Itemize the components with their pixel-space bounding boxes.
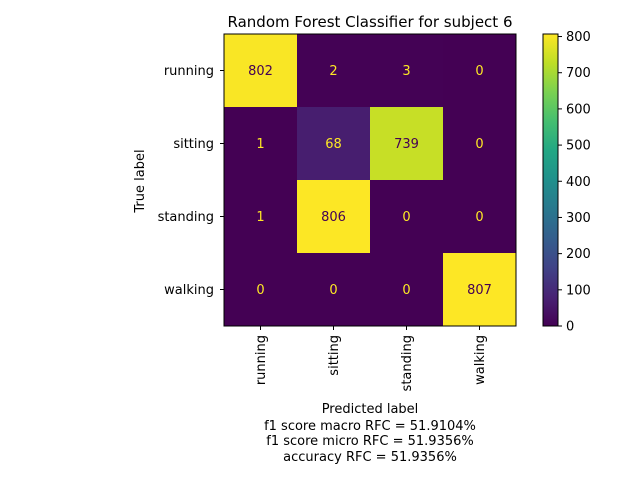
x-tick-label: walking: [473, 335, 488, 385]
heatmap-cell: [224, 180, 298, 254]
heatmap-cell: [443, 107, 517, 181]
heatmap-cell: [370, 180, 444, 254]
heatmap-cell-value: 0: [475, 64, 483, 79]
heatmap-cell-labels: 802 2 3 0 1 68 739 0 1 806 0 0 0 0 0 807: [248, 64, 492, 298]
heatmap-cell-value: 3: [402, 64, 410, 79]
footer-f1-micro: f1 score micro RFC = 51.9356%: [266, 434, 473, 449]
footer-accuracy: accuracy RFC = 51.9356%: [283, 450, 457, 465]
heatmap-cell: [297, 34, 371, 108]
y-tick-label: sitting: [173, 137, 214, 152]
heatmap-cell-value: 1: [256, 137, 264, 152]
heatmap-cell-value: 739: [394, 137, 419, 152]
heatmap-cell-value: 0: [402, 210, 410, 225]
x-tick-label: sitting: [327, 335, 342, 376]
heatmap-cell-value: 1: [256, 210, 264, 225]
heatmap-cell: [443, 180, 517, 254]
heatmap-cell-value: 2: [329, 64, 337, 79]
heatmap-cell: [297, 107, 371, 181]
heatmap-cell: [224, 34, 298, 108]
colorbar: [542, 33, 559, 327]
heatmap-cells: [224, 34, 517, 327]
heatmap-cell-value: 0: [329, 283, 337, 298]
colorbar-tick-label: 200: [566, 247, 591, 262]
colorbar-tick-label: 500: [566, 139, 591, 154]
footer-f1-macro: f1 score macro RFC = 51.9104%: [264, 419, 476, 434]
y-tick-label: walking: [164, 283, 214, 298]
chart-title: Random Forest Classifier for subject 6: [228, 13, 513, 31]
x-tick-label: standing: [400, 335, 415, 391]
heatmap-cell: [370, 253, 444, 327]
x-axis-ticks: running sitting standing walking: [254, 326, 488, 391]
heatmap-cell: [224, 253, 298, 327]
heatmap-cell-value: 806: [321, 210, 346, 225]
colorbar-tick-label: 800: [566, 30, 591, 45]
heatmap-cell-value: 0: [256, 283, 264, 298]
heatmap-cell: [370, 107, 444, 181]
colorbar-ticks: 0 100 200 300 400 500 600 700 800: [558, 30, 591, 335]
x-axis-label: Predicted label: [322, 402, 419, 417]
heatmap-cell-value: 802: [248, 64, 273, 79]
heatmap-cell: [297, 253, 371, 327]
colorbar-tick-label: 100: [566, 283, 591, 298]
y-tick-label: running: [164, 64, 214, 79]
y-axis-ticks: running sitting standing walking: [158, 64, 224, 298]
heatmap-cell-value: 807: [467, 283, 492, 298]
heatmap-cell-value: 0: [475, 210, 483, 225]
plot-frame: [223, 33, 517, 327]
heatmap-cell: [370, 34, 444, 108]
x-tick-label: running: [254, 335, 269, 385]
colorbar-tick-label: 300: [566, 211, 591, 226]
heatmap-cell: [443, 34, 517, 108]
y-axis-label: True label: [133, 149, 148, 213]
y-tick-label: standing: [158, 210, 214, 225]
heatmap-cell: [224, 107, 298, 181]
heatmap-cell: [443, 253, 517, 327]
heatmap-cell-value: 0: [402, 283, 410, 298]
colorbar-tick-label: 0: [566, 320, 574, 335]
colorbar-tick-label: 600: [566, 102, 591, 117]
colorbar-tick-label: 400: [566, 175, 591, 190]
heatmap-cell: [297, 180, 371, 254]
heatmap-cell-value: 68: [325, 137, 342, 152]
colorbar-tick-label: 700: [566, 66, 591, 81]
heatmap-cell-value: 0: [475, 137, 483, 152]
